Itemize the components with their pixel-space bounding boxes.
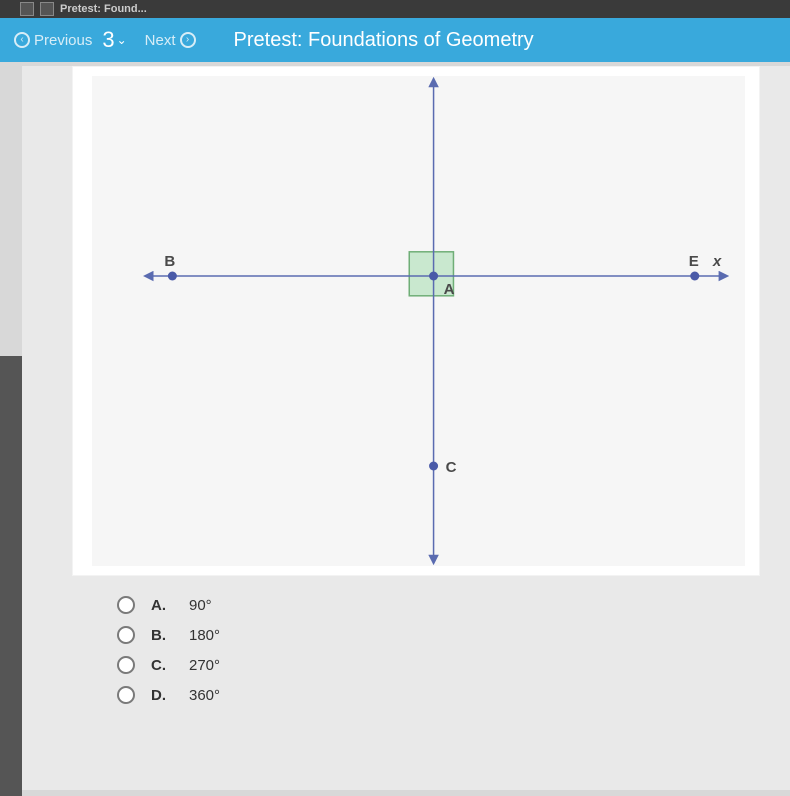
- answer-value: 90°: [189, 597, 212, 614]
- question-number: 3: [102, 27, 114, 53]
- answer-option-a[interactable]: A. 90°: [117, 596, 790, 614]
- previous-label: Previous: [34, 32, 92, 49]
- browser-tab-title: Pretest: Found...: [60, 3, 147, 15]
- answer-option-d[interactable]: D. 360°: [117, 686, 790, 704]
- answer-letter: C.: [151, 657, 173, 674]
- answer-list: A. 90° B. 180° C. 270° D. 360°: [117, 596, 790, 704]
- browser-chrome: Pretest: Found...: [0, 0, 790, 18]
- svg-text:B: B: [164, 253, 175, 270]
- answer-value: 180°: [189, 627, 220, 644]
- chevron-down-icon: ⌄: [117, 33, 127, 47]
- answer-letter: A.: [151, 597, 173, 614]
- question-number-dropdown[interactable]: 3 ⌄: [102, 27, 126, 53]
- radio-icon: [117, 686, 135, 704]
- answer-value: 270°: [189, 657, 220, 674]
- radio-icon: [117, 656, 135, 674]
- tab-icon: [40, 2, 54, 16]
- radio-icon: [117, 626, 135, 644]
- answer-letter: B.: [151, 627, 173, 644]
- answer-value: 360°: [189, 687, 220, 704]
- geometry-svg: B A E Cx: [92, 76, 745, 566]
- quiz-toolbar: ‹ Previous 3 ⌄ Next › Pretest: Foundatio…: [0, 18, 790, 62]
- left-shadow: [0, 356, 22, 796]
- geometry-diagram: B A E Cx: [72, 66, 760, 576]
- chevron-right-icon: ›: [180, 32, 196, 48]
- answer-option-c[interactable]: C. 270°: [117, 656, 790, 674]
- next-label: Next: [145, 32, 176, 49]
- svg-text:E: E: [689, 253, 699, 270]
- radio-icon: [117, 596, 135, 614]
- previous-button[interactable]: ‹ Previous: [14, 32, 92, 49]
- diagram-canvas: B A E Cx: [92, 76, 745, 566]
- answer-option-b[interactable]: B. 180°: [117, 626, 790, 644]
- svg-text:x: x: [712, 253, 722, 270]
- chevron-left-icon: ‹: [14, 32, 30, 48]
- svg-text:C: C: [446, 459, 457, 476]
- tab-icon: [20, 2, 34, 16]
- answer-letter: D.: [151, 687, 173, 704]
- page-content: B A E Cx A. 90° B. 180° C. 270° D. 360°: [22, 66, 790, 790]
- page-title: Pretest: Foundations of Geometry: [234, 29, 534, 52]
- svg-text:A: A: [444, 281, 455, 298]
- next-button[interactable]: Next ›: [145, 32, 196, 49]
